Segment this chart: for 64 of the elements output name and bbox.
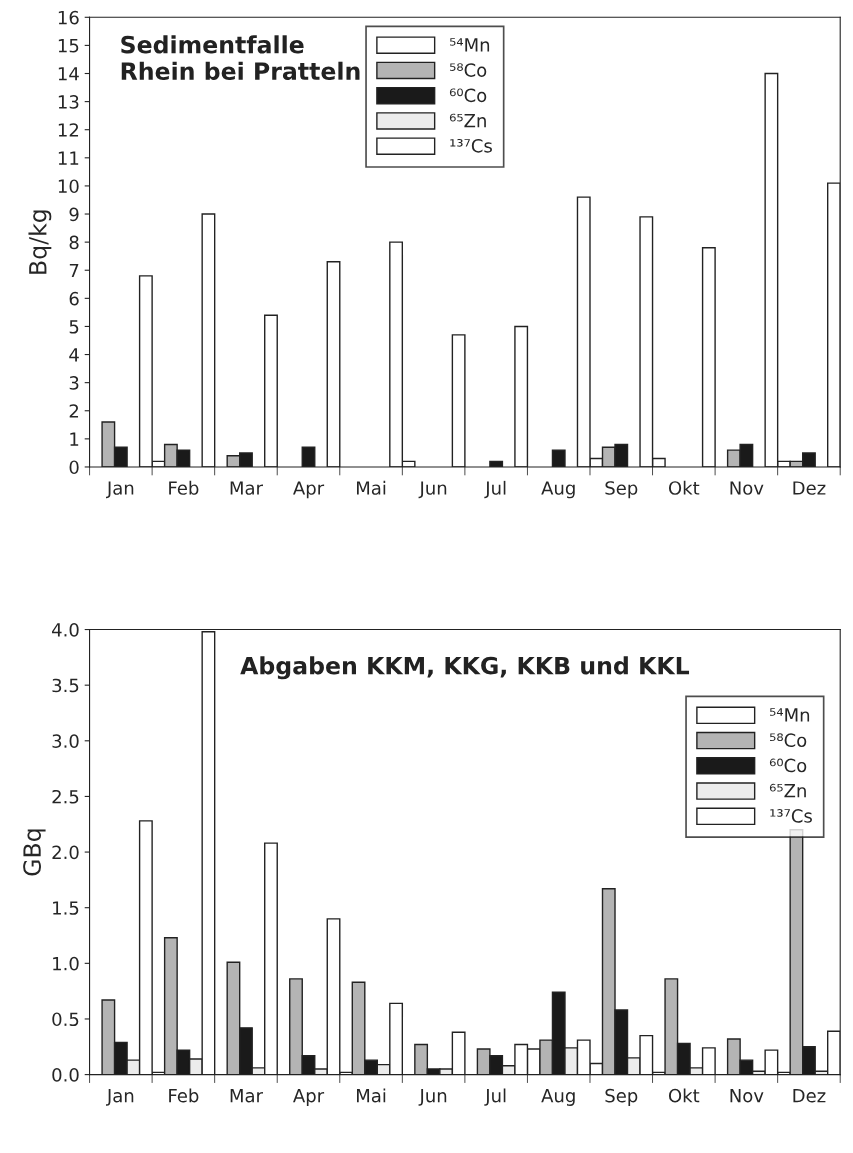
legend-label: ⁵⁸Co xyxy=(450,63,487,77)
y-tick-label: 8 xyxy=(69,235,79,250)
y-tick-label: 3 xyxy=(69,376,79,390)
text: Sedimentfalle Rhein bei Pratteln xyxy=(121,35,360,80)
y-tick-label: 1.0 xyxy=(53,956,79,971)
legend-label: ⁵⁸Co xyxy=(770,733,807,748)
y-tick-label: 9 xyxy=(69,207,79,222)
y-tick-label: 13 xyxy=(58,95,79,109)
y-tick-label: 0 xyxy=(69,460,79,475)
legend-label: ⁶⁰Co xyxy=(449,88,487,103)
x-tick-label: Sep xyxy=(605,481,638,499)
y-tick-label: 0.5 xyxy=(52,1012,79,1027)
y-tick-label: 3.5 xyxy=(52,678,79,693)
x-tick-label: Apr xyxy=(293,481,325,499)
x-tick-label: Feb xyxy=(169,1088,199,1103)
legend-label: ¹³⁷Cs xyxy=(450,138,492,153)
x-tick-label: Jun xyxy=(418,481,447,499)
x-tick-label: Okt xyxy=(668,480,700,495)
x-tick-label: Dez xyxy=(793,481,826,495)
x-tick-label: Jul xyxy=(484,480,506,499)
y-tick-label: 15 xyxy=(58,39,79,53)
legend-label: ⁶⁰Co xyxy=(769,758,807,773)
x-tick-label: Mai xyxy=(357,480,386,495)
y-tick-label: 1 xyxy=(70,432,79,446)
x-tick-label: Nov xyxy=(730,1089,764,1103)
x-tick-label: Mar xyxy=(230,481,263,495)
legend-label: ⁶⁵Zn xyxy=(449,113,486,128)
x-tick-label: Dez xyxy=(793,1089,826,1103)
x-tick-label: Okt xyxy=(668,1088,700,1103)
x-tick-label: Mai xyxy=(357,1088,386,1103)
legend-label: ⁵⁴Mn xyxy=(770,708,810,722)
legend-label: ⁵⁴Mn xyxy=(450,38,490,52)
x-tick-label: Jun xyxy=(418,1089,447,1106)
x-tick-label: Jul xyxy=(484,1088,506,1106)
y-tick-label: 11 xyxy=(58,151,79,165)
legend-label: ¹³⁷Cs xyxy=(770,809,812,823)
y-tick-label: 2 xyxy=(69,404,79,418)
y-tick-label: 1.5 xyxy=(53,901,79,915)
y-tick-label: 0.0 xyxy=(52,1068,79,1082)
y-tick-label: 14 xyxy=(58,67,79,81)
y-tick-label: 4.0 xyxy=(52,623,79,637)
y-tick-label: 2.5 xyxy=(52,789,79,804)
x-tick-label: Apr xyxy=(293,1089,325,1106)
y-tick-label: 12 xyxy=(58,123,79,137)
x-tick-label: Jan xyxy=(105,1089,134,1106)
x-tick-label: Aug xyxy=(541,1089,575,1106)
x-tick-label: Feb xyxy=(169,480,199,495)
y-tick-label: 3.0 xyxy=(52,734,79,748)
x-tick-label: Nov xyxy=(730,481,764,495)
y-tick-label: 7 xyxy=(69,263,79,278)
y-axis-title: Bq/kg xyxy=(28,210,52,274)
y-tick-label: 6 xyxy=(69,291,79,306)
x-tick-label: Sep xyxy=(605,1088,638,1106)
y-tick-label: 5 xyxy=(69,320,79,334)
x-tick-label: Aug xyxy=(541,481,575,499)
text: Abgaben KKM, KKG, KKB und KKL xyxy=(240,656,690,680)
y-axis-title: GBq xyxy=(23,829,46,876)
y-tick-label: 2.0 xyxy=(52,845,79,860)
legend-label: ⁶⁵Zn xyxy=(769,783,806,798)
y-tick-label: 16 xyxy=(58,10,79,25)
x-tick-label: Mar xyxy=(230,1089,263,1103)
y-tick-label: 4 xyxy=(69,348,79,362)
x-tick-label: Jan xyxy=(105,481,134,499)
y-tick-label: 10 xyxy=(58,179,79,194)
